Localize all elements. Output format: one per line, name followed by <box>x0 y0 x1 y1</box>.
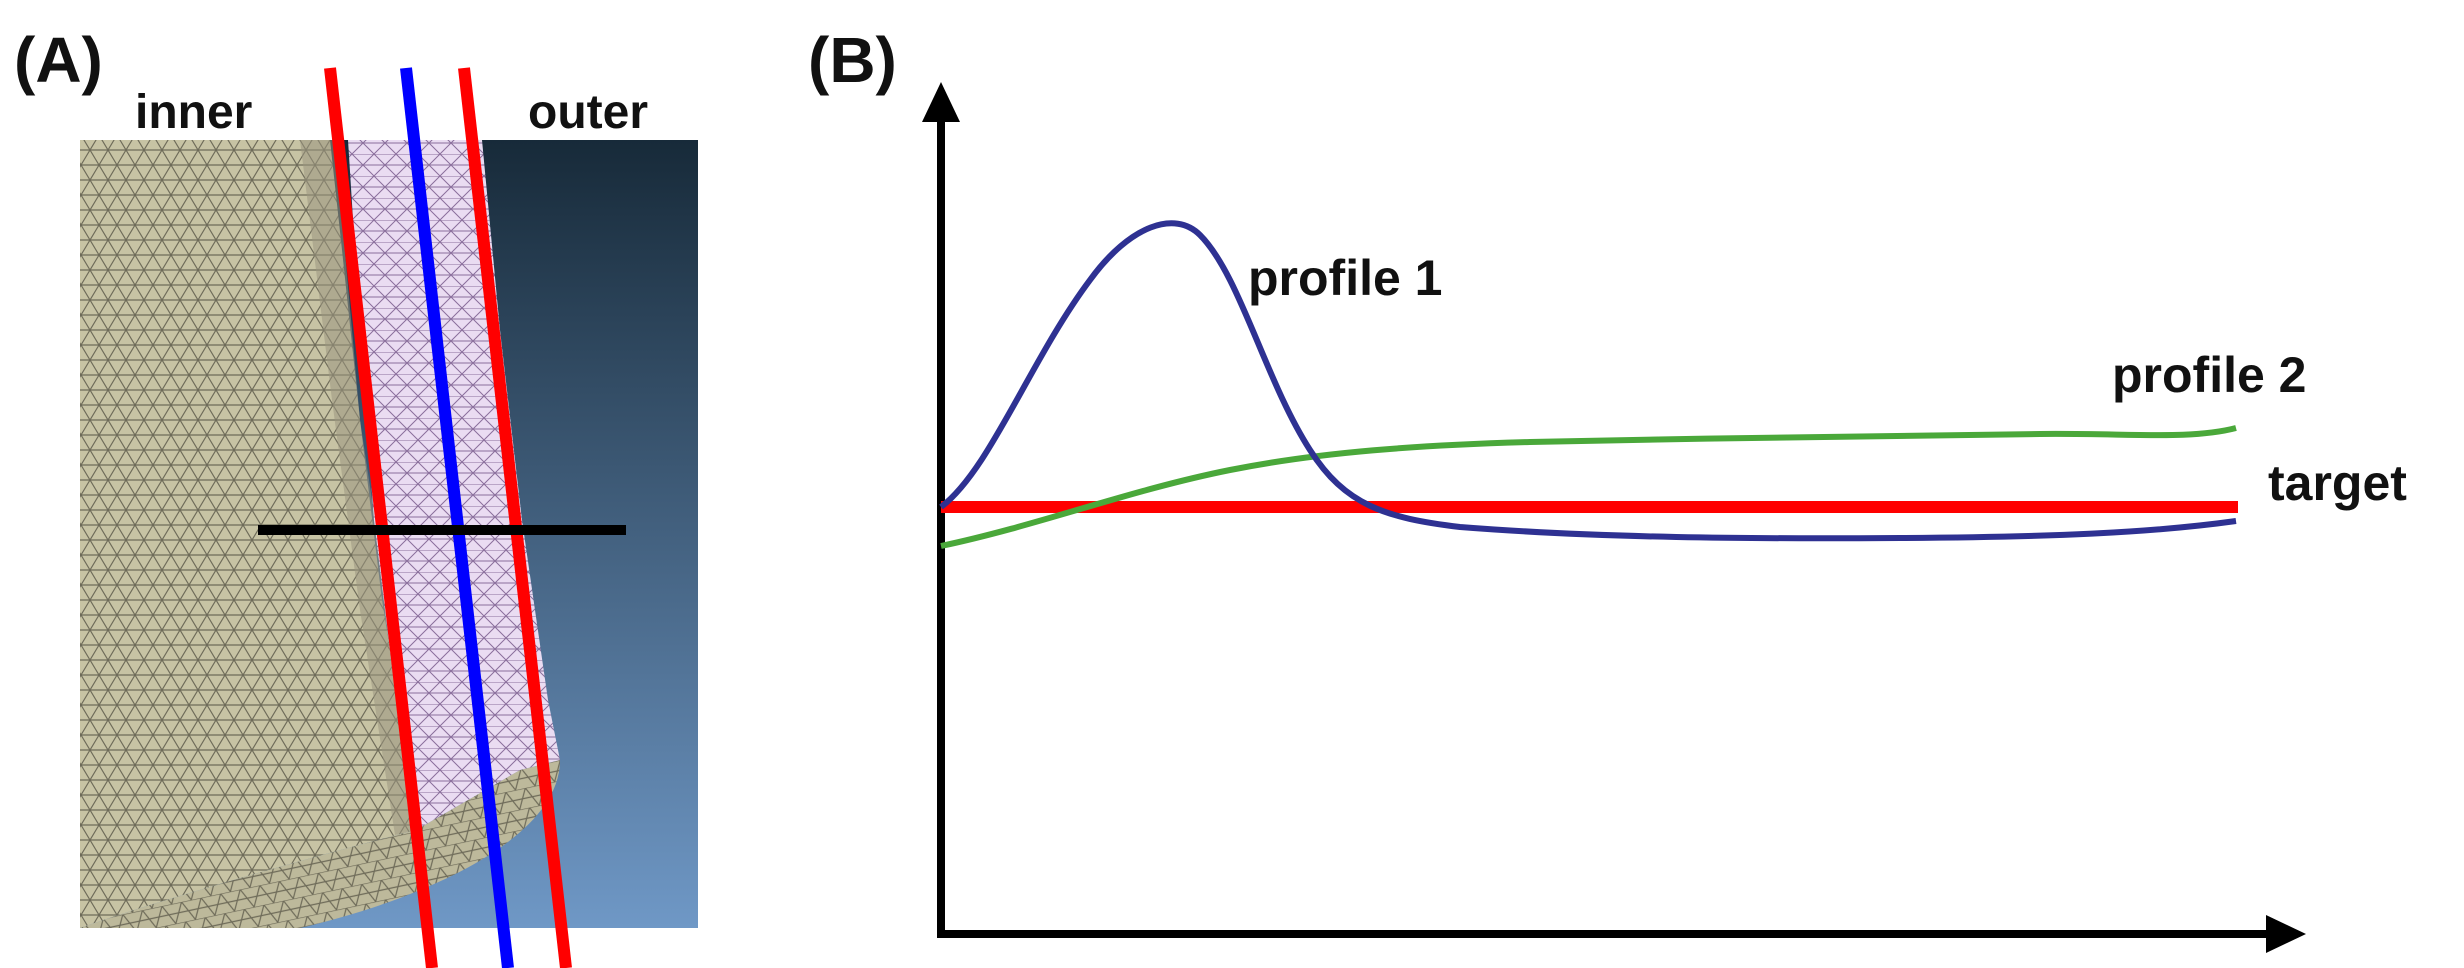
floor-mesh <box>80 760 560 928</box>
y-axis-arrowhead <box>922 82 960 122</box>
inner-label: inner <box>135 86 252 139</box>
outer-label: outer <box>528 86 648 139</box>
cylinder-edge-shade <box>300 140 416 835</box>
panel-a-label: (A) <box>14 24 103 96</box>
profile-1-label: profile 1 <box>1248 250 1442 306</box>
panel-a: (A) inner outer <box>14 24 698 968</box>
wall-centerline <box>400 67 514 968</box>
profile-2-curve <box>940 425 2237 549</box>
outer-boundary-line <box>458 67 572 968</box>
profile-1-curve <box>939 220 2237 542</box>
profile-2-label: profile 2 <box>2112 347 2306 403</box>
target-label: target <box>2268 455 2407 511</box>
panel-b: (B) profile 1 profile 2 target <box>808 24 2407 953</box>
x-axis-arrowhead <box>2266 915 2306 953</box>
panel-b-label: (B) <box>808 24 897 96</box>
inner-boundary-line <box>324 67 438 968</box>
